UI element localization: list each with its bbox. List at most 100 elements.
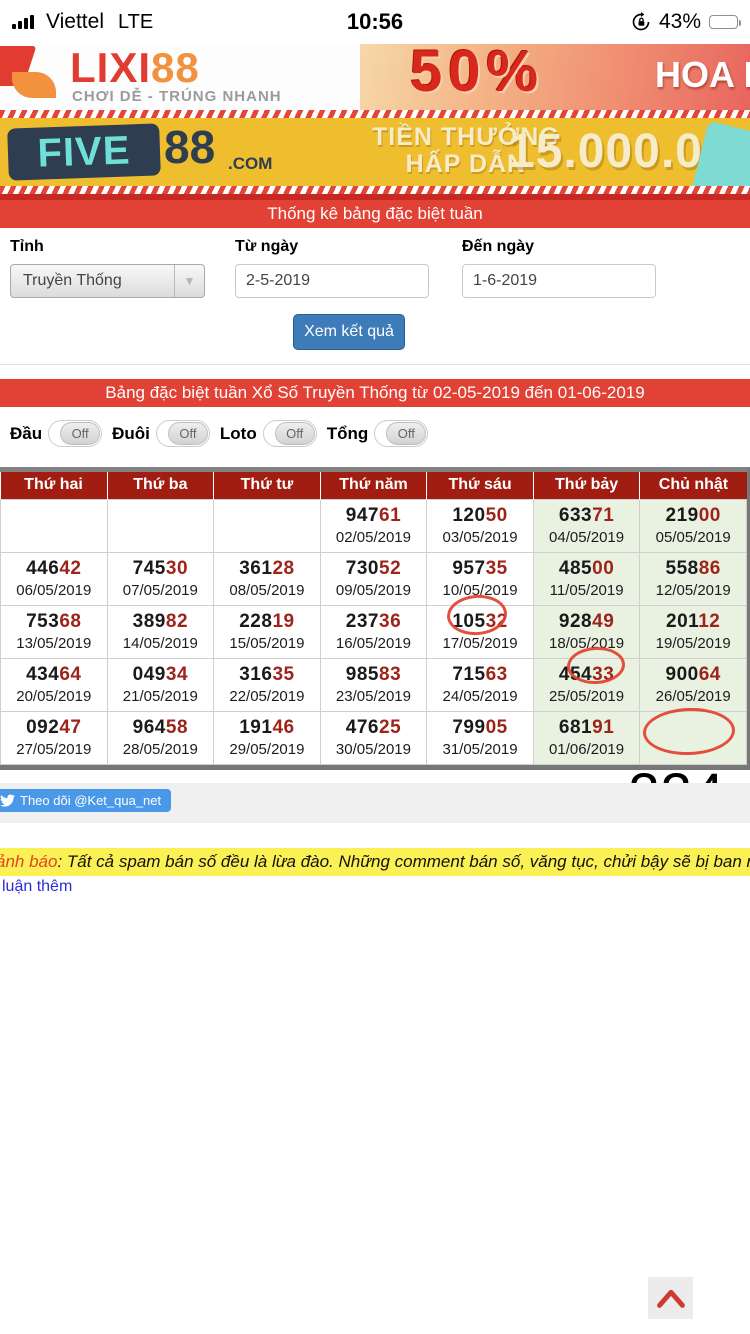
prize-date: 15/05/2019 [229,634,305,652]
result-cell: 44642 06/05/2019 [0,551,108,606]
prize-number: 36128 [239,557,295,579]
prize-date: 10/05/2019 [442,581,518,599]
prize-date: 28/05/2019 [122,740,198,758]
table-row: 43464 20/05/2019 04934 21/05/2019 31635 22/05… [0,657,747,712]
to-date-input[interactable] [462,264,656,298]
result-cell: 12050 03/05/2019 [426,498,534,553]
ad-banner-five88[interactable]: FIVE 88 .COM TIỀN THƯỞNG HẤP DẪN 15.000.… [0,118,750,186]
result-cell: 21900 05/05/2019 [639,498,747,553]
toggle-switch[interactable]: Off [374,420,429,447]
prize-date: 23/05/2019 [335,687,411,705]
promo-text: TIỀN THƯỞNG HẤP DẪN [372,123,560,178]
toggle-switch[interactable]: Off [155,420,210,447]
prize-date: 18/05/2019 [549,634,625,652]
result-cell: 20112 19/05/2019 [639,604,747,659]
status-bar: Viettel LTE 10:56 43% [0,0,750,44]
result-cell: 31635 22/05/2019 [213,657,321,712]
prize-number: 23736 [345,610,402,632]
result-cell: 19146 29/05/2019 [213,710,321,765]
result-cell: 74530 07/05/2019 [106,551,215,606]
twitter-follow-label: Theo dõi @Ket_qua_net [20,793,162,808]
toggle-label: Đuôi [112,423,150,443]
prize-number: 92849 [558,610,615,632]
from-date-input[interactable] [235,264,429,298]
network-type-label: LTE [118,10,154,33]
result-cell [213,498,321,553]
prize-number: 68191 [558,716,615,738]
result-cell: 79905 31/05/2019 [426,710,534,765]
chevron-down-icon: ▼ [174,265,204,297]
prize-number: 47625 [345,716,402,738]
results-table-wrap: Thứ hai Thứ ba Thứ tư Thứ năm Thứ sáu Thứ bảy… [0,467,750,770]
five88-tld: .COM [228,154,273,173]
results-table: Thứ hai Thứ ba Thứ tư Thứ năm Thứ sáu Thứ bảy… [0,472,747,765]
prize-date: 09/05/2019 [335,581,411,599]
table-row: 75368 13/05/2019 38982 14/05/2019 22819 15/05… [0,604,747,659]
column-header: Thứ sáu [426,472,534,499]
prize-date: 27/05/2019 [16,740,92,758]
result-cell: 10532 17/05/2019 [426,604,534,659]
prize-number: 19146 [239,716,295,738]
prize-date: 07/05/2019 [122,581,198,599]
five88-logo-suffix: 88 [164,121,216,173]
table-row: 94761 02/05/2019 12050 03/05/2019 63371 04/05… [0,498,747,553]
view-results-button[interactable]: Xem kết quả [293,314,405,350]
prize-date: 12/05/2019 [655,581,731,599]
prize-date: 14/05/2019 [122,634,198,652]
warning-text: : Tất cả spam bán số đều là lừa đào. Nhữ… [57,852,750,871]
toggle-label: Loto [219,423,257,443]
prize-number: 38982 [132,610,189,632]
prize-number: 10532 [452,610,508,632]
result-cell: 36128 08/05/2019 [213,551,321,606]
prize-number: 04934 [132,663,189,685]
toggle-switch[interactable]: Off [48,420,103,447]
result-cell: 43464 20/05/2019 [0,657,108,712]
prize-date: 22/05/2019 [229,687,305,705]
result-cell: 71563 24/05/2019 [426,657,534,712]
prize-number: 44642 [26,557,82,579]
prize-date: 11/05/2019 [549,581,624,599]
clock: 10:56 [346,9,404,34]
battery-percent-label: 43% [658,10,701,33]
result-cell: 23736 16/05/2019 [319,604,428,659]
lixi88-logo-text: LIXI88 [70,44,200,91]
result-cell: 75368 13/05/2019 [0,604,108,659]
prize-number: 63371 [558,504,615,526]
scroll-to-top-button[interactable] [648,1277,693,1319]
display-toggles: Đầu Off Đuôi Off Loto Off Tổng Off [0,407,750,459]
signal-strength-icon [12,15,34,29]
result-cell: 09247 27/05/2019 [0,710,108,765]
result-cell [106,498,215,553]
twitter-follow-button[interactable]: Theo dõi @Ket_qua_net [0,789,172,812]
prize-number: 95735 [452,557,508,579]
promo-bonus-text: HOA HỒNG [655,54,750,95]
column-header: Thứ ba [106,472,214,499]
province-select[interactable]: Truyền Thống ▼ [10,264,205,298]
twitter-bird-icon [0,794,15,807]
column-header: Thứ tư [213,472,321,499]
result-cell: 96458 28/05/2019 [106,710,215,765]
toggle-state: Off [386,422,427,445]
promo-percent: 50% [410,44,545,104]
toggle-switch[interactable]: Off [262,420,317,447]
prize-date: 17/05/2019 [442,634,518,652]
table-row: 44642 06/05/2019 74530 07/05/2019 36128 08/05… [0,551,747,606]
prize-number: 48500 [558,557,615,579]
result-cell: 38982 14/05/2019 [106,604,215,659]
more-comments-link[interactable]: luận thêm [2,878,73,895]
prize-number: 31635 [239,663,295,685]
stripe-divider [0,110,750,118]
column-header: Chủ nhật [639,472,747,499]
result-cell [0,498,108,553]
prize-date: 26/05/2019 [655,687,731,705]
prize-number: 21900 [665,504,721,526]
ad-banner-lixi88[interactable]: LIXI88 CHƠI DỄ - TRÚNG NHANH 50% HOA HỒN… [0,44,750,110]
results-section-header: Bảng đặc biệt tuần Xổ Số Truyền Thống từ… [0,379,750,407]
result-cell: 04934 21/05/2019 [106,657,215,712]
table-row: 09247 27/05/2019 96458 28/05/2019 19146 29/05… [0,710,747,765]
prize-date: 03/05/2019 [442,528,518,546]
prize-number: 75368 [26,610,82,632]
result-cell: 22819 15/05/2019 [213,604,321,659]
prize-number: 12050 [452,504,508,526]
prize-number: 45433 [558,663,615,685]
